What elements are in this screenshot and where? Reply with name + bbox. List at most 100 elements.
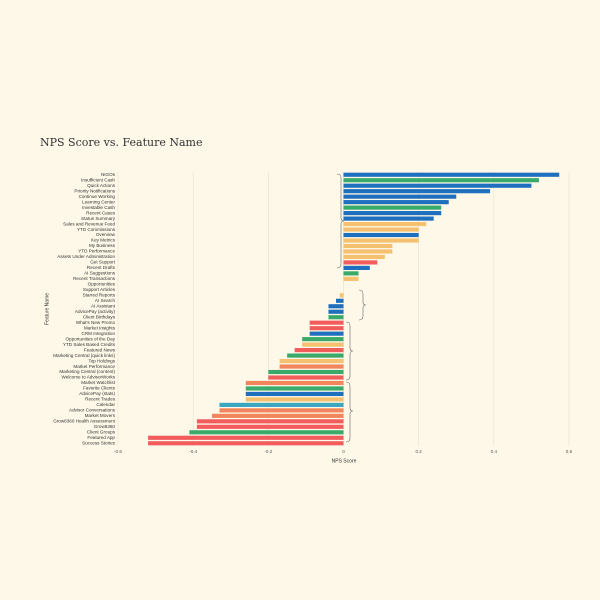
bar — [343, 211, 442, 216]
bar — [302, 337, 344, 342]
y-tick-label: Overview — [96, 232, 116, 237]
y-tick-label: AI Assistant — [91, 303, 116, 308]
bar — [189, 430, 344, 435]
bar — [196, 424, 344, 429]
y-tick-label: Advisor Conversations — [69, 408, 116, 413]
bar — [343, 205, 442, 210]
bar — [279, 364, 344, 369]
bar — [343, 232, 419, 238]
y-tick-label: Assets Under Administration — [57, 254, 115, 259]
y-tick-label: Starred Reports — [83, 293, 116, 298]
bar — [287, 353, 344, 358]
y-tick-label: Favorite Clients — [83, 386, 116, 391]
x-axis-label: NPS Score — [332, 458, 357, 464]
bar — [268, 369, 344, 375]
brace — [345, 321, 354, 381]
bar — [245, 391, 344, 397]
y-tick-label: Top Holdings — [88, 358, 115, 363]
y-axis-label: Feature Name — [44, 293, 50, 325]
bar — [343, 189, 491, 194]
y-tick-label: Market Watchlist — [81, 380, 116, 385]
bar — [343, 178, 539, 183]
y-tick-label: Sales and Revenue Feed — [63, 221, 115, 226]
bar — [343, 194, 457, 199]
x-tick-label: -0.6 — [114, 449, 122, 454]
bar — [219, 408, 344, 413]
bar — [328, 304, 344, 309]
bar — [343, 238, 419, 243]
chart-title: NPS Score vs. Feature Name — [40, 136, 203, 149]
y-tick-label: Grow8360 — [94, 424, 116, 429]
bar — [245, 397, 344, 402]
y-tick-label: AI Suggestions — [84, 271, 116, 276]
y-tick-label: Marketing Central (content) — [59, 369, 115, 374]
bar — [245, 386, 344, 391]
bar — [343, 271, 359, 276]
bar — [328, 309, 344, 314]
bar — [343, 265, 370, 270]
bar — [309, 326, 344, 331]
y-tick-label: NIGOs — [101, 172, 116, 177]
y-tick-label: What's New Promo — [76, 320, 116, 325]
x-tick-label: -0.4 — [189, 449, 197, 454]
bar — [343, 216, 434, 221]
y-tick-label: Welcome to AdvisorWorks — [62, 375, 116, 380]
bar — [148, 441, 344, 446]
x-tick-label: -0.2 — [264, 449, 272, 454]
bar — [211, 413, 344, 418]
bar — [309, 320, 344, 325]
y-tick-label: Market Insights — [84, 325, 116, 330]
x-tick-label: 0 — [342, 449, 345, 454]
bar — [302, 342, 344, 347]
bar — [268, 375, 344, 380]
bar — [309, 331, 344, 336]
y-tick-label: Client Birthdays — [83, 314, 116, 319]
y-tick-label: Featured App — [87, 435, 115, 440]
x-tick-label: 0.2 — [415, 449, 422, 454]
bar — [343, 276, 359, 281]
bar — [343, 249, 393, 254]
bar — [343, 227, 419, 232]
y-tick-label: Market Movers — [85, 413, 116, 418]
group-braces — [336, 173, 367, 443]
y-tick-label: Calendar — [96, 402, 115, 407]
bar — [343, 200, 449, 205]
y-tick-label: Opportunities of the Day — [65, 336, 115, 341]
y-tick-label: AdvicePay (stats) — [79, 391, 115, 396]
y-tick-label: My Business — [89, 243, 116, 248]
y-tick-label: Success Stories — [82, 440, 116, 445]
x-tick-label: 0.4 — [491, 449, 498, 454]
bar — [196, 419, 344, 424]
y-tick-label: Insufficient Cash — [81, 177, 115, 182]
y-tick-label: YTD Sales Based Credits — [63, 342, 116, 347]
bar — [148, 435, 344, 440]
y-tick-label: YTD Commissions — [77, 227, 116, 232]
bar — [343, 183, 532, 188]
y-tick-label: Get Support — [90, 260, 115, 265]
y-tick-label: Client Groups — [87, 430, 116, 435]
bar — [343, 221, 427, 227]
y-tick-label: AI Search — [95, 298, 116, 303]
y-tick-label: Recent Transactions — [73, 276, 116, 281]
y-tick-label: Grow8360 Health Assessment — [53, 419, 116, 424]
bar — [245, 380, 344, 386]
y-tick-label: Recent Drafts — [87, 265, 116, 270]
y-tick-label: Priority Notifications — [74, 188, 115, 193]
y-tick-label: Opportunities — [88, 282, 116, 287]
bar — [343, 254, 385, 260]
y-tick-label: Learning Center — [82, 199, 115, 204]
y-tick-label: Recent Trades — [85, 397, 116, 402]
bar — [294, 348, 344, 353]
bar — [343, 260, 378, 265]
bar — [339, 293, 344, 298]
bar — [219, 402, 344, 407]
x-tick-label: 0.6 — [566, 449, 573, 454]
brace — [358, 289, 367, 321]
y-tick-label: Featured News — [84, 347, 116, 352]
y-tick-label: Marketing Central (quick links) — [53, 353, 115, 358]
bar — [328, 315, 344, 320]
y-tick-label: Status Summary — [81, 216, 116, 221]
y-tick-label: Market Performance — [73, 364, 115, 369]
